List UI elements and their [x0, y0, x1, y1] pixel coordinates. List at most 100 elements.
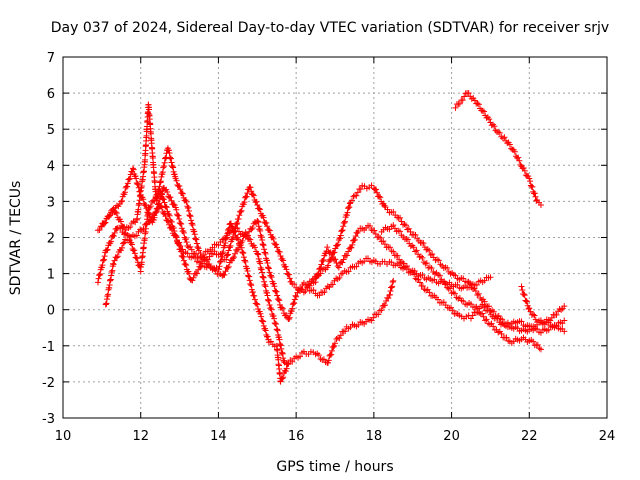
- data-point: [110, 205, 117, 212]
- data-point: [483, 316, 490, 323]
- data-point: [501, 134, 508, 141]
- data-point: [232, 224, 239, 231]
- data-point: [521, 292, 528, 299]
- data-point: [415, 276, 422, 283]
- data-point: [325, 262, 332, 269]
- series-trace-f: [378, 222, 544, 353]
- data-point: [389, 278, 396, 285]
- data-point: [519, 287, 526, 294]
- data-point: [480, 313, 487, 320]
- data-point: [387, 287, 394, 294]
- data-point: [527, 178, 534, 185]
- data-point: [229, 236, 236, 243]
- data-point: [400, 260, 407, 267]
- data-point: [187, 213, 194, 220]
- data-point: [97, 270, 104, 277]
- data-point: [384, 206, 391, 213]
- data-point: [95, 275, 102, 282]
- data-point: [271, 283, 278, 290]
- data-point: [472, 288, 479, 295]
- data-point: [111, 257, 118, 264]
- data-point: [536, 345, 543, 352]
- data-point: [218, 253, 225, 260]
- data-point: [244, 268, 251, 275]
- data-point: [520, 291, 527, 298]
- data-point: [168, 225, 175, 232]
- data-point: [444, 284, 451, 291]
- data-point: [110, 232, 117, 239]
- data-point: [135, 181, 142, 188]
- data-point: [345, 205, 352, 212]
- data-point: [372, 186, 379, 193]
- data-point: [176, 182, 183, 189]
- data-point: [291, 296, 298, 303]
- data-point: [191, 228, 198, 235]
- data-point: [189, 222, 196, 229]
- series-trace-c: [98, 101, 397, 367]
- data-point: [266, 301, 273, 308]
- data-point: [349, 241, 356, 248]
- data-point: [170, 201, 177, 208]
- data-point: [396, 228, 403, 235]
- data-point: [230, 254, 237, 261]
- data-point: [378, 307, 385, 314]
- data-point: [175, 212, 182, 219]
- data-point: [548, 314, 555, 321]
- data-point: [102, 219, 109, 226]
- data-point: [354, 189, 361, 196]
- data-point: [288, 308, 295, 315]
- data-point: [410, 244, 417, 251]
- data-point: [329, 281, 336, 288]
- x-tick-label: 10: [55, 429, 72, 444]
- data-point: [334, 242, 341, 249]
- data-point: [190, 274, 197, 281]
- data-point: [251, 292, 258, 299]
- data-point: [274, 292, 281, 299]
- data-point: [168, 218, 175, 225]
- data-point: [498, 133, 505, 140]
- data-point: [265, 265, 272, 272]
- data-point: [259, 317, 266, 324]
- data-point: [376, 193, 383, 200]
- data-point: [486, 307, 493, 314]
- y-tick-label: -2: [42, 376, 55, 391]
- data-point: [114, 253, 121, 260]
- data-point: [254, 202, 261, 209]
- data-point: [491, 123, 498, 130]
- data-point: [268, 306, 275, 313]
- data-point: [201, 254, 208, 261]
- y-tick-label: -1: [42, 340, 55, 355]
- data-point: [216, 263, 223, 270]
- data-point: [390, 222, 397, 229]
- data-point: [417, 253, 424, 260]
- data-point: [110, 261, 117, 268]
- data-point: [289, 301, 296, 308]
- data-point: [117, 218, 124, 225]
- data-point: [286, 314, 293, 321]
- data-point: [498, 330, 505, 337]
- data-point: [503, 334, 510, 341]
- series-trace-h: [518, 283, 568, 335]
- data-point: [225, 226, 232, 233]
- data-point: [245, 272, 252, 279]
- data-point: [264, 333, 271, 340]
- data-point: [386, 291, 393, 298]
- data-point: [131, 250, 138, 257]
- data-point: [177, 243, 184, 250]
- x-tick-label: 22: [521, 429, 538, 444]
- data-point: [375, 311, 382, 318]
- data-point: [481, 304, 488, 311]
- data-point: [527, 182, 534, 189]
- data-point: [194, 244, 201, 251]
- data-point: [160, 196, 167, 203]
- data-point: [530, 311, 537, 318]
- data-point: [496, 129, 503, 136]
- data-point: [447, 285, 454, 292]
- data-point: [339, 227, 346, 234]
- data-point: [474, 100, 481, 107]
- data-point: [320, 256, 327, 263]
- data-point: [99, 262, 106, 269]
- data-point: [371, 227, 378, 234]
- data-point: [420, 240, 427, 247]
- data-point: [130, 166, 137, 173]
